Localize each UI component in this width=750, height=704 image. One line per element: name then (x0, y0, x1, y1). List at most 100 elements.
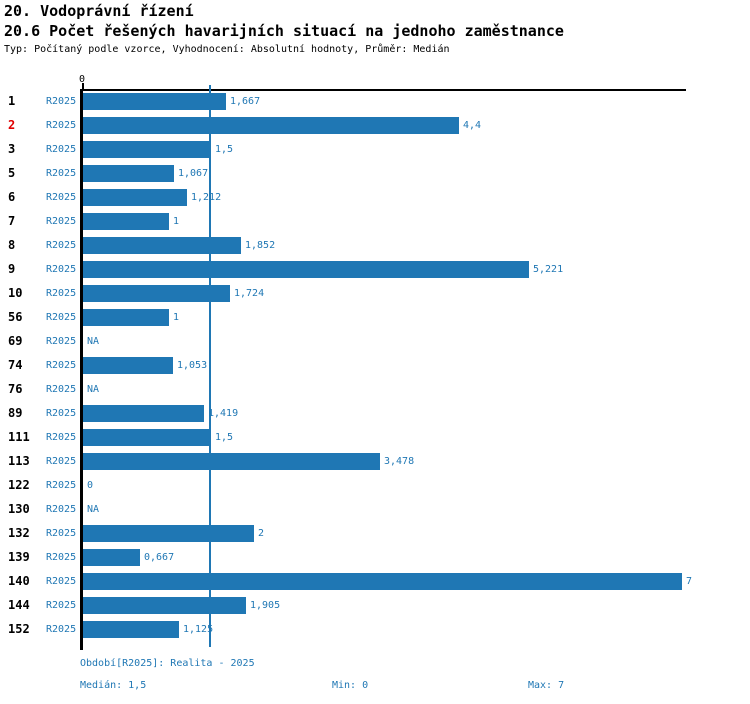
bar-value-label: 1,5 (215, 432, 234, 443)
bar (83, 549, 140, 566)
bar (83, 117, 459, 134)
bar-value-label: 1,419 (208, 408, 239, 419)
row-category-label: 132 (8, 526, 30, 540)
row-category-label: 3 (8, 142, 16, 156)
bar (83, 237, 241, 254)
row-category-label: 76 (8, 382, 23, 396)
bar-value-label: 1,852 (245, 240, 276, 251)
bar (83, 285, 230, 302)
chart-subtitle: 20.6 Počet řešených havarijních situací … (4, 22, 564, 40)
x-axis-zero-tick (82, 83, 84, 89)
bar (83, 525, 254, 542)
bar-value-label: 0 (87, 480, 94, 491)
bar (83, 453, 380, 470)
footer-median-label: Medián: 1,5 (80, 680, 147, 691)
bar (83, 573, 682, 590)
chart-meta: Typ: Počítaný podle vzorce, Vyhodnocení:… (4, 44, 450, 55)
row-category-label: 74 (8, 358, 23, 372)
bar-value-label: NA (87, 336, 100, 347)
bar (83, 357, 173, 374)
bar (83, 165, 174, 182)
row-category-label: 89 (8, 406, 23, 420)
row-category-label: 8 (8, 238, 16, 252)
bar-value-label: 1,067 (178, 168, 209, 179)
bar-value-label: NA (87, 384, 100, 395)
bar (83, 141, 211, 158)
row-series-label: R2025 (46, 384, 77, 395)
bar-value-label: 0,667 (144, 552, 175, 563)
bar-value-label: 1,5 (215, 144, 234, 155)
bar-value-label: 3,478 (384, 456, 415, 467)
row-series-label: R2025 (46, 408, 77, 419)
row-series-label: R2025 (46, 432, 77, 443)
bar-value-label: 1,125 (183, 624, 214, 635)
row-series-label: R2025 (46, 456, 77, 467)
row-series-label: R2025 (46, 552, 77, 563)
bar-value-label: 1 (173, 312, 180, 323)
row-series-label: R2025 (46, 240, 77, 251)
bar (83, 405, 204, 422)
row-series-label: R2025 (46, 480, 77, 491)
row-series-label: R2025 (46, 216, 77, 227)
row-category-label: 122 (8, 478, 30, 492)
row-category-label: 5 (8, 166, 16, 180)
footer-period-label: Období[R2025]: Realita - 2025 (80, 658, 255, 669)
row-series-label: R2025 (46, 120, 77, 131)
bar (83, 189, 187, 206)
row-series-label: R2025 (46, 144, 77, 155)
bar-value-label: 2 (258, 528, 265, 539)
row-category-label: 7 (8, 214, 16, 228)
bar-value-label: 1,212 (191, 192, 222, 203)
row-category-label: 69 (8, 334, 23, 348)
row-series-label: R2025 (46, 360, 77, 371)
bar-value-label: NA (87, 504, 100, 515)
bar (83, 429, 211, 446)
footer-min-label: Min: 0 (332, 680, 369, 691)
y-axis-line (80, 89, 83, 650)
median-line (209, 85, 212, 647)
row-series-label: R2025 (46, 192, 77, 203)
row-series-label: R2025 (46, 96, 77, 107)
x-axis-zero-label: 0 (78, 74, 86, 85)
row-series-label: R2025 (46, 336, 77, 347)
row-category-label: 139 (8, 550, 30, 564)
row-category-label: 113 (8, 454, 30, 468)
bar-value-label: 1,724 (234, 288, 265, 299)
footer-max-label: Max: 7 (528, 680, 565, 691)
row-category-label: 10 (8, 286, 23, 300)
row-category-label: 152 (8, 622, 30, 636)
bar-value-label: 1,053 (177, 360, 208, 371)
bar (83, 309, 169, 326)
row-series-label: R2025 (46, 624, 77, 635)
bar-value-label: 1,905 (250, 600, 281, 611)
bar (83, 621, 179, 638)
row-series-label: R2025 (46, 264, 77, 275)
row-series-label: R2025 (46, 600, 77, 611)
bar-value-label: 4,4 (463, 120, 482, 131)
row-series-label: R2025 (46, 168, 77, 179)
row-series-label: R2025 (46, 288, 77, 299)
bar (83, 597, 246, 614)
row-series-label: R2025 (46, 504, 77, 515)
bar-value-label: 5,221 (533, 264, 564, 275)
bar-value-label: 1,667 (230, 96, 261, 107)
bar-value-label: 7 (686, 576, 693, 587)
bar-value-label: 1 (173, 216, 180, 227)
row-category-label: 1 (8, 94, 16, 108)
x-axis-line (82, 89, 686, 91)
row-series-label: R2025 (46, 528, 77, 539)
row-category-label: 2 (8, 118, 16, 132)
chart-title: 20. Vodoprávní řízení (4, 2, 194, 20)
bar (83, 93, 226, 110)
row-category-label: 144 (8, 598, 30, 612)
row-category-label: 6 (8, 190, 16, 204)
row-category-label: 9 (8, 262, 16, 276)
row-category-label: 130 (8, 502, 30, 516)
row-category-label: 111 (8, 430, 30, 444)
bar (83, 261, 529, 278)
row-series-label: R2025 (46, 312, 77, 323)
row-category-label: 140 (8, 574, 30, 588)
row-series-label: R2025 (46, 576, 77, 587)
bar (83, 213, 169, 230)
